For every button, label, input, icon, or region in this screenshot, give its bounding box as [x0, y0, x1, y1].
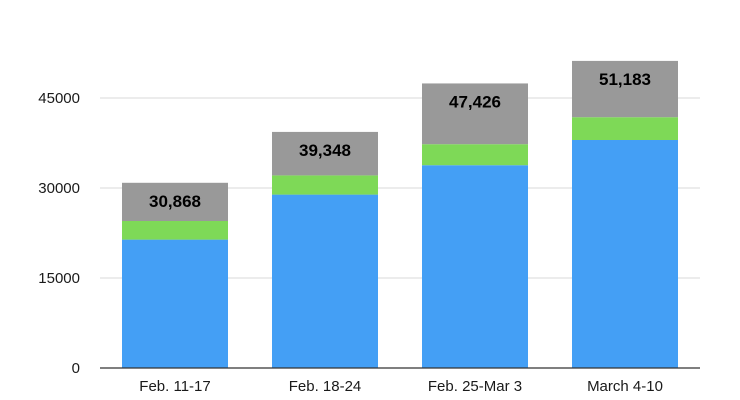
x-tick-label: Feb. 25-Mar 3: [428, 378, 522, 395]
labels: 0 15000 30000 45000 30,868 Feb. 11-17 39,348 Fe…: [38, 70, 663, 395]
x-tick-label: March 4-10: [587, 378, 663, 395]
bar-segment-1: [272, 194, 378, 368]
bar-segment-2: [272, 175, 378, 195]
bar-segment-1: [572, 140, 678, 368]
y-tick-label: 30000: [38, 180, 80, 197]
bar-segment-1: [422, 165, 528, 368]
bar-segment-2: [422, 144, 528, 166]
x-tick-label: Feb. 18-24: [289, 378, 362, 395]
bar-total-label: 39,348: [299, 141, 351, 160]
y-tick-label: 0: [72, 360, 80, 377]
bar-segment-3: [272, 131, 378, 176]
bar-total-label: 51,183: [599, 70, 651, 89]
bars: [122, 60, 678, 368]
bar-segment-3: [122, 182, 228, 221]
bar-total-label: 30,868: [149, 192, 201, 211]
bar-total-label: 47,426: [449, 92, 501, 111]
bar-segment-3: [572, 60, 678, 118]
bar-segment-1: [122, 239, 228, 368]
bar-segment-2: [122, 221, 228, 240]
x-tick-label: Feb. 11-17: [139, 378, 210, 395]
y-tick-label: 45000: [38, 90, 80, 107]
y-tick-label: 15000: [38, 270, 80, 287]
bar-segment-3: [422, 83, 528, 145]
bar-segment-2: [572, 117, 678, 140]
